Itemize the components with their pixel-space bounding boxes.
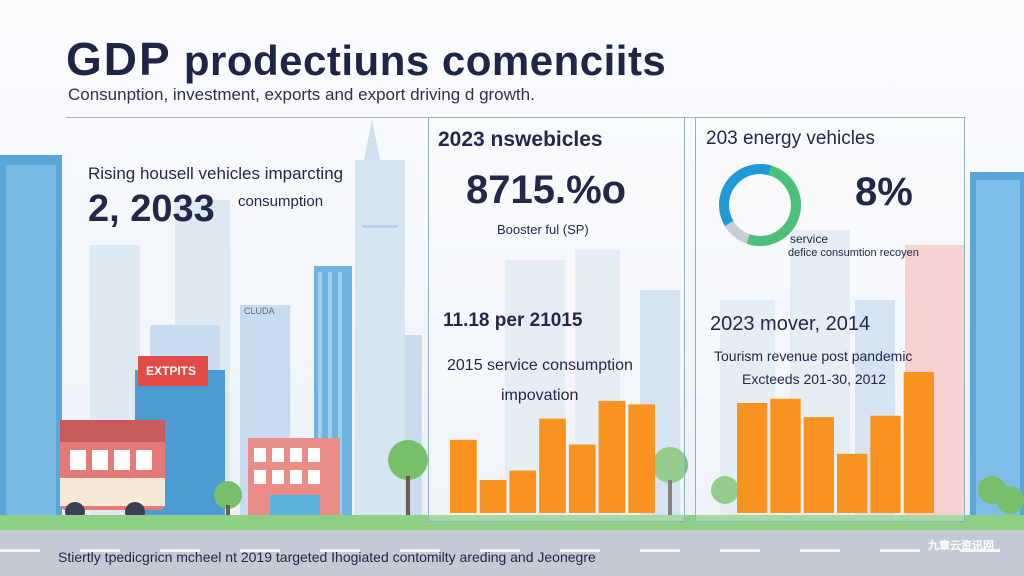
middle-desc2: impovation bbox=[501, 387, 579, 404]
middle-chart-bar-6 bbox=[598, 400, 626, 513]
middle-chart-bar-3 bbox=[509, 470, 537, 513]
footer-text: Stiertly tpedicgricn mcheel nt 2019 targ… bbox=[58, 549, 596, 565]
donut-chart bbox=[719, 164, 801, 246]
left-line2: consumption bbox=[238, 193, 324, 210]
right-chart-bar-5 bbox=[870, 415, 901, 513]
right-chart-bar-4 bbox=[837, 453, 868, 513]
tower-sign: CLUDA bbox=[244, 306, 275, 316]
right-big-value: 8% bbox=[855, 170, 913, 214]
middle-chart-bar-5 bbox=[568, 444, 596, 513]
road-lane bbox=[0, 549, 1024, 552]
right-chart-bar-3 bbox=[803, 417, 834, 513]
donut-label2: defice consumtion recoyen bbox=[788, 247, 919, 259]
middle-heading: 2023 nswebicles bbox=[438, 128, 603, 151]
exports-sign: EXTPITS bbox=[146, 364, 197, 378]
right-heading: 203 energy vehicles bbox=[706, 128, 875, 149]
middle-caption: Booster ful (SP) bbox=[497, 222, 589, 237]
donut-blue-segment bbox=[719, 164, 801, 246]
right-desc1: Tourism revenue post pandemic bbox=[714, 348, 913, 364]
donut-label1: service bbox=[790, 232, 829, 246]
page-subtitle: Consunption, investment, exports and exp… bbox=[68, 85, 535, 104]
left-big-value: 2, 2033 bbox=[88, 188, 215, 230]
left-line1: Rising housell vehicles imparcting bbox=[88, 164, 344, 183]
middle-chart-bar-2 bbox=[479, 479, 507, 513]
middle-sub-heading: 11.18 per 21015 bbox=[443, 310, 583, 331]
right-chart-bar-1 bbox=[737, 403, 768, 513]
right-desc2: Excteeds 201-30, 2012 bbox=[742, 371, 886, 387]
title-gdp: GDP bbox=[66, 33, 172, 85]
middle-chart-bar-4 bbox=[539, 418, 566, 513]
middle-chart-bar-7 bbox=[628, 404, 655, 513]
right-chart-bar-2 bbox=[770, 398, 801, 513]
right-chart-bar-6 bbox=[903, 372, 934, 513]
page-title: GDP prodectiuns comenciits bbox=[66, 32, 666, 86]
middle-desc1: 2015 service consumption bbox=[447, 357, 633, 374]
watermark: 九章云资讯网 bbox=[928, 540, 994, 552]
middle-bar-chart bbox=[450, 400, 655, 513]
middle-chart-bar-1 bbox=[450, 439, 477, 513]
middle-big-value: 8715.%o bbox=[466, 168, 627, 212]
road bbox=[0, 530, 1024, 576]
title-rest: prodectiuns comenciits bbox=[171, 37, 667, 84]
right-bar-chart bbox=[737, 372, 934, 513]
donut-green-segment bbox=[719, 164, 801, 246]
right-sub-heading: 2023 mover, 2014 bbox=[710, 313, 871, 335]
